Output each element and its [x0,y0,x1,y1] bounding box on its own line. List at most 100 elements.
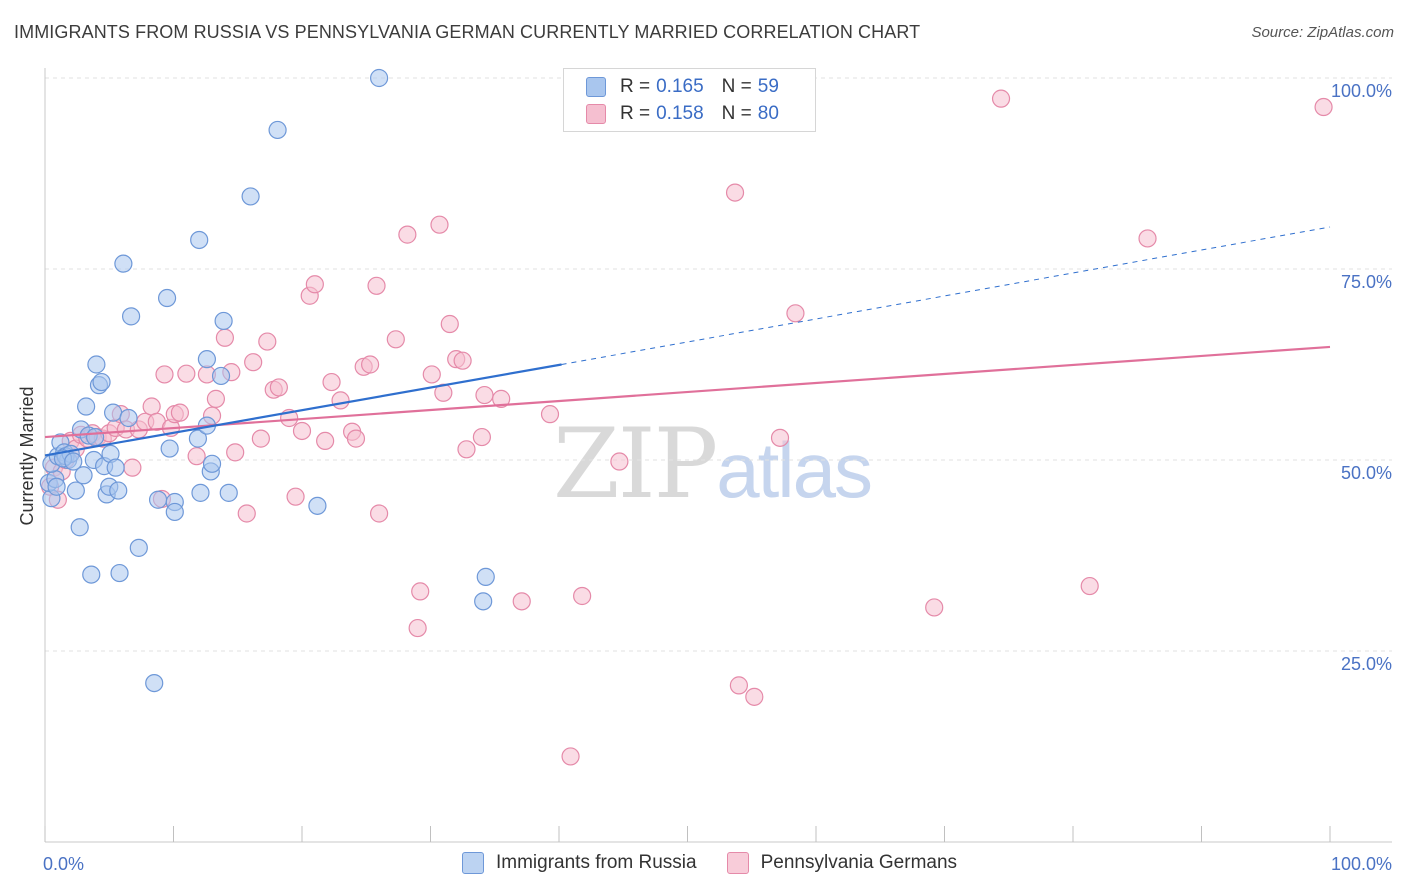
legend-label-russia: Immigrants from Russia [496,852,697,873]
data-point [398,225,417,244]
data-point [251,429,270,448]
data-point [190,230,209,250]
y-axis-title: Currently Married [17,386,37,525]
watermark-atlas: atlas [716,426,873,514]
data-point [440,314,459,334]
data-point [269,378,288,397]
data-point [202,454,222,473]
data-point [316,431,335,450]
data-point [211,366,231,386]
y-tick-label: 100.0% [1331,81,1392,101]
data-point [109,481,128,500]
data-point [66,481,85,500]
data-point [729,676,749,695]
correlation-legend: R = 0.165 N = 59 R = 0.158 N = 80 [563,68,816,132]
series-legend: Immigrants from Russia Pennsylvania Germ… [462,852,987,874]
data-point [145,673,164,693]
data-point [786,304,805,323]
data-point [197,350,217,369]
y-tick-label: 25.0% [1341,654,1392,674]
tick-labels: 25.0% 50.0% 75.0% 100.0% 0.0% 100.0% [43,81,1392,874]
data-point [472,427,491,447]
data-point [745,687,764,706]
data-point [286,487,305,506]
trend-line-pa-german [44,345,1331,439]
data-point [770,428,790,447]
data-point [476,567,495,586]
data-point [165,502,184,522]
data-point [474,592,493,611]
data-point [160,439,179,458]
data-point [110,563,129,583]
legend-swatch-blue [586,77,606,97]
series-pennsylvania-germans [41,89,1333,766]
legend-n-label: N = [721,76,752,97]
data-point [346,429,366,448]
data-point [86,427,105,447]
data-point [244,353,263,372]
data-point [1080,576,1099,596]
data-point [237,504,256,523]
watermark: ZIPatlas [553,408,873,520]
data-point [206,389,226,408]
data-point [367,276,386,295]
data-point [408,618,427,638]
data-point [47,477,66,496]
legend-r-label: R = [620,103,651,124]
data-point [292,421,312,441]
data-point [77,397,96,416]
data-point [82,565,101,584]
data-point [331,391,350,410]
data-point [106,458,125,477]
x-tick-label: 100.0% [1331,854,1392,874]
data-point [492,389,511,408]
data-point [64,452,83,471]
data-point [219,483,238,502]
data-point [610,452,629,471]
data-point [119,408,138,428]
data-point [148,490,168,509]
data-point [411,582,430,601]
y-tick-label: 75.0% [1341,272,1392,292]
legend-r-value: 0.158 [656,103,704,124]
chart-title: IMMIGRANTS FROM RUSSIA VS PENNSYLVANIA G… [14,22,921,42]
data-point [104,403,123,422]
trend-line-russia [44,363,562,457]
source-label: Source: ZipAtlas.com [1251,24,1394,41]
series-immigrants-from-russia [39,68,495,693]
data-point [214,311,233,331]
data-point [386,330,405,349]
legend-swatch-blue [462,852,484,874]
legend-row-russia: R = 0.165 N = 59 [586,75,779,99]
legend-n-value: 59 [757,76,779,97]
data-point [92,372,111,392]
data-point [361,355,380,374]
data-point [370,504,389,523]
data-point [170,403,190,422]
data-point [305,275,324,294]
legend-item-pa-german[interactable]: Pennsylvania Germans [726,852,957,874]
data-point [475,385,494,405]
data-point [226,443,245,462]
data-point [370,68,389,88]
legend-swatch-pink [586,104,606,124]
data-point [177,364,196,383]
legend-item-russia[interactable]: Immigrants from Russia [462,852,697,874]
watermark-zip: ZIP [553,408,718,520]
data-point [187,447,206,466]
data-point [155,365,174,384]
legend-r-label: R = [620,76,651,97]
data-point [422,365,441,384]
data-point [512,592,531,611]
data-point [430,215,449,234]
data-point [457,440,476,459]
data-point [74,466,93,485]
data-point [142,397,161,416]
data-point [1138,229,1157,248]
legend-row-pa-german: R = 0.158 N = 80 [586,102,779,126]
data-point [241,187,260,206]
trend-lines [44,226,1331,457]
data-point [258,332,277,351]
data-point [188,429,208,448]
